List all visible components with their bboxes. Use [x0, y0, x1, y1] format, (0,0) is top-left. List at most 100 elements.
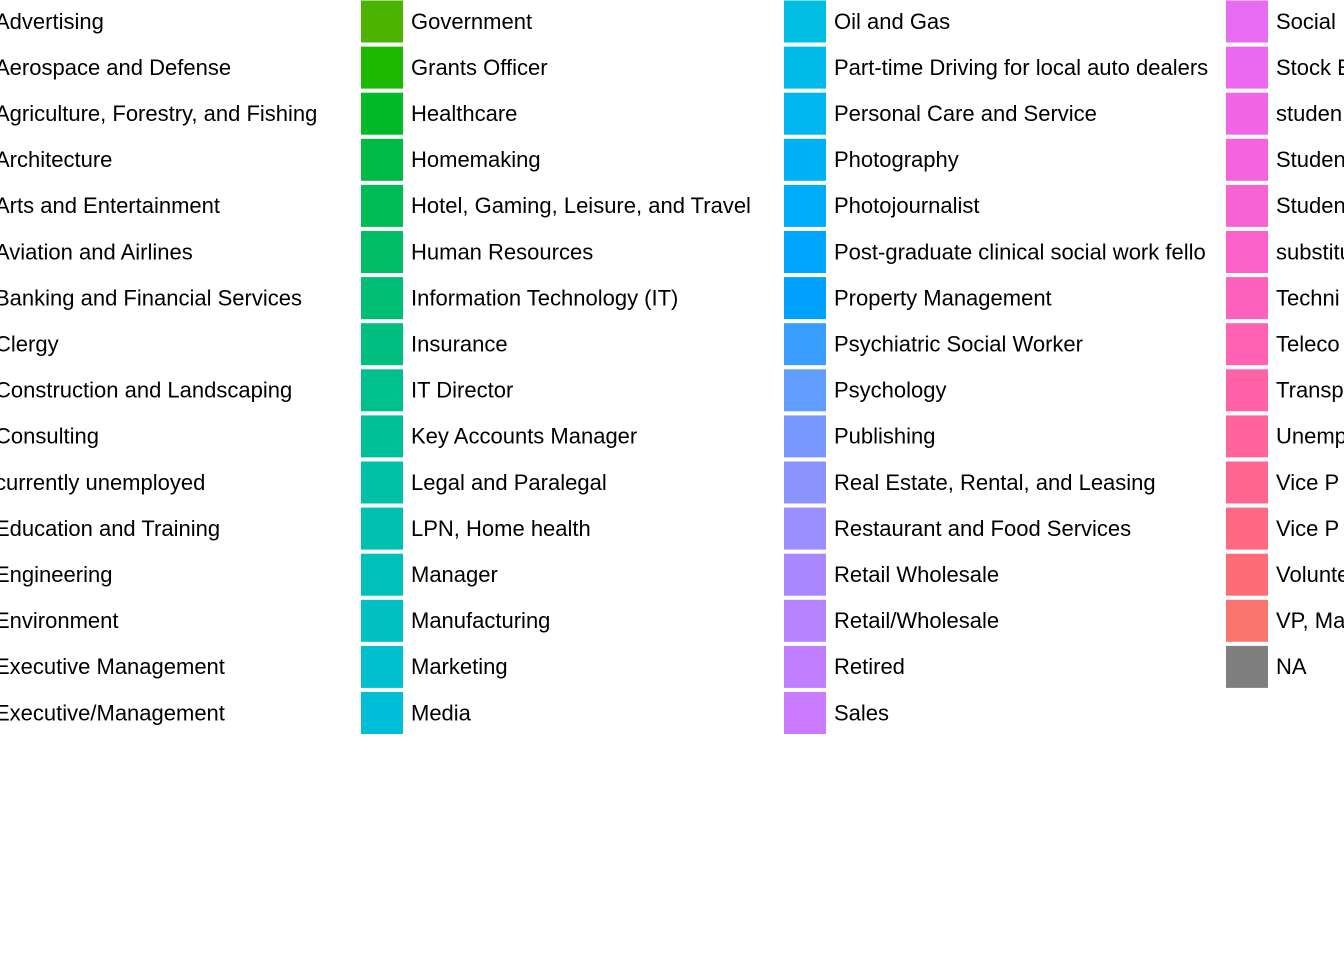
legend-label: Unemp [1276, 424, 1344, 449]
legend-label: Vice P [1276, 470, 1339, 495]
legend-label: Insurance [411, 332, 508, 357]
legend-swatch [361, 184, 403, 227]
legend-label: LPN, Home health [411, 516, 591, 541]
legend-label: Legal and Paralegal [411, 470, 607, 495]
legend-label: Photography [834, 147, 959, 172]
legend-label: Clergy [0, 332, 59, 357]
legend-label: Sales [834, 700, 889, 725]
legend-swatch [1226, 323, 1268, 366]
legend-label: Agriculture, Forestry, and Fishing [0, 101, 317, 126]
legend-swatch [361, 46, 403, 89]
legend-swatch [361, 645, 403, 688]
legend-label: substitu [1276, 239, 1344, 264]
legend-swatch [784, 277, 826, 320]
legend-swatch [361, 461, 403, 504]
legend-label: Restaurant and Food Services [834, 516, 1131, 541]
legend-label: VP, Ma [1276, 608, 1344, 633]
legend-label: Arts and Entertainment [0, 193, 220, 218]
legend-label: Key Accounts Manager [411, 424, 637, 449]
legend-label: Personal Care and Service [834, 101, 1097, 126]
legend-swatch [784, 415, 826, 458]
legend-label: Manager [411, 562, 498, 587]
legend-label: Media [411, 700, 472, 725]
legend-swatch [1226, 415, 1268, 458]
legend-swatch [784, 46, 826, 89]
legend-swatch [784, 369, 826, 412]
legend-swatch [1226, 184, 1268, 227]
legend-swatch [784, 645, 826, 688]
legend-swatch [1226, 507, 1268, 550]
legend-label: Photojournalist [834, 193, 980, 218]
legend-label: Government [411, 9, 532, 34]
legend-swatch [1226, 645, 1268, 688]
legend-swatch [1226, 599, 1268, 642]
legend-label: Aerospace and Defense [0, 55, 231, 80]
legend-label: Studen [1276, 193, 1344, 218]
legend-label: Real Estate, Rental, and Leasing [834, 470, 1156, 495]
legend-swatch [784, 231, 826, 273]
legend-swatch [784, 507, 826, 550]
legend-label: Volunte [1276, 562, 1344, 587]
legend-swatch [361, 553, 403, 596]
legend-swatch [361, 0, 403, 43]
legend-swatch [361, 323, 403, 366]
legend-label: Executive/Management [0, 700, 225, 725]
legend-label: Aviation and Airlines [0, 239, 193, 264]
legend-swatch [1226, 277, 1268, 320]
legend-label: currently unemployed [0, 470, 205, 495]
legend-label: Transp [1276, 378, 1344, 403]
legend-label: Oil and Gas [834, 9, 950, 34]
legend-label: Retail/Wholesale [834, 608, 999, 633]
legend-label: NA [1276, 654, 1307, 679]
legend-label: Consulting [0, 424, 99, 449]
legend-swatch [1226, 46, 1268, 89]
legend-label: Retail Wholesale [834, 562, 999, 587]
legend-swatch [361, 599, 403, 642]
legend-label: studen [1276, 101, 1342, 126]
legend-label: Vice P [1276, 516, 1339, 541]
legend-label: Techni [1276, 285, 1340, 310]
legend-label: Education and Training [0, 516, 220, 541]
legend-label: Banking and Financial Services [0, 285, 302, 310]
legend-label: Psychiatric Social Worker [834, 332, 1083, 357]
legend-swatch [361, 415, 403, 458]
legend-swatch [784, 184, 826, 227]
legend-label: Environment [0, 608, 119, 633]
legend-swatch [784, 461, 826, 504]
legend-swatch [784, 92, 826, 135]
legend-swatch [1226, 369, 1268, 412]
legend-label: Hotel, Gaming, Leisure, and Travel [411, 193, 751, 218]
legend-swatch [1226, 553, 1268, 596]
legend-swatch [1226, 0, 1268, 43]
legend-label: Architecture [0, 147, 112, 172]
legend-label: Part-time Driving for local auto dealers [834, 55, 1208, 80]
legend-label: Marketing [411, 654, 508, 679]
legend-swatch [784, 599, 826, 642]
legend-swatch [784, 138, 826, 181]
legend-label: Healthcare [411, 101, 517, 126]
legend-swatch [784, 0, 826, 43]
legend-swatch [784, 323, 826, 366]
legend-swatch [361, 277, 403, 320]
legend-label: Advertising [0, 9, 104, 34]
legend-swatch [784, 692, 826, 734]
legend-swatch [361, 369, 403, 412]
legend-label: Stock E [1276, 55, 1344, 80]
legend-swatch [1226, 461, 1268, 504]
legend-label: Property Management [834, 285, 1052, 310]
legend-label: Studen [1276, 147, 1344, 172]
legend-label: Post-graduate clinical social work fello [834, 239, 1206, 264]
legend-label: Social [1276, 9, 1336, 34]
legend-swatch [361, 138, 403, 181]
legend-label: Teleco [1276, 332, 1340, 357]
legend-label: Information Technology (IT) [411, 285, 678, 310]
legend-label: Human Resources [411, 239, 593, 264]
legend-label: Retired [834, 654, 905, 679]
legend-swatch [1226, 138, 1268, 181]
legend-label: Executive Management [0, 654, 225, 679]
legend-label: IT Director [411, 378, 513, 403]
legend-swatch [361, 231, 403, 273]
legend-swatch [1226, 231, 1268, 273]
